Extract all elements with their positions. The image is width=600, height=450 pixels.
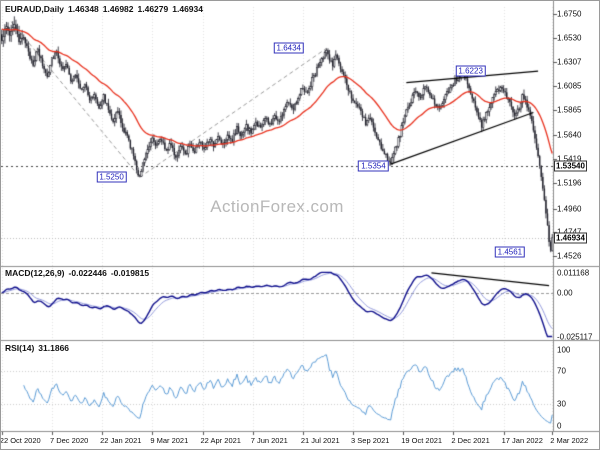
price-axis-label: 1.5196: [557, 178, 582, 188]
macd-axis-zero: 0.00: [557, 288, 573, 298]
date-axis-label: 9 Mar 2021: [150, 436, 189, 445]
date-axis-label: 7 Jun 2021: [250, 436, 288, 445]
swing-price-label: 1.5250: [96, 171, 127, 183]
rsi-axis-label: 70: [557, 366, 566, 376]
swing-price-label: 1.6223: [455, 65, 486, 77]
date-axis-label: 17 Jan 2022: [501, 436, 543, 445]
rsi-axis-label: 30: [557, 399, 566, 409]
macd-axis-min: -0.025117: [557, 332, 593, 342]
low-value: 1.46279: [137, 4, 169, 14]
open-value: 1.46348: [68, 4, 99, 14]
rsi-axis-label: 0: [557, 421, 562, 431]
rsi-axis-label: 100: [557, 345, 571, 355]
swing-price-label: 1.5354: [358, 160, 389, 172]
rsi-name: RSI(14): [5, 343, 35, 353]
date-axis-label: 22 Oct 2020: [0, 436, 41, 445]
swing-price-label: 1.6434: [273, 42, 304, 54]
macd-value: -0.022446: [68, 268, 107, 278]
price-axis-label: 1.6750: [557, 9, 582, 19]
price-axis-label: 1.6307: [557, 57, 582, 67]
price-axis-label: 1.4747: [557, 227, 581, 236]
rsi-indicator-label: RSI(14) 31.1866: [5, 343, 73, 353]
price-axis-label: 1.6085: [557, 81, 582, 91]
date-axis-label: 3 Sep 2021: [351, 436, 390, 445]
price-axis-label: 1.4526: [557, 251, 582, 261]
date-axis-label: 7 Dec 2020: [49, 436, 89, 445]
chart-header: EURAUD,Daily 1.46348 1.46982 1.46279 1.46934: [5, 4, 207, 14]
date-axis-label: 2 Dec 2021: [451, 436, 490, 445]
rsi-value: 31.1866: [38, 343, 70, 353]
macd-name: MACD(12,26,9): [5, 268, 65, 278]
level-price-tag: 1.53540: [554, 160, 587, 172]
date-axis-label: 2 Mar 2022: [550, 436, 589, 445]
symbol-period-label: EURAUD,Daily: [5, 4, 65, 14]
date-axis-label: 22 Apr 2021: [200, 436, 241, 445]
date-axis-label: 19 Oct 2021: [401, 436, 443, 445]
price-axis-label: 1.4960: [557, 204, 582, 214]
price-axis-label: 1.6530: [557, 33, 582, 43]
price-axis-label: 1.5640: [557, 130, 582, 140]
swing-price-label: 1.4561: [494, 246, 526, 258]
macd-signal-value: -0.019815: [110, 268, 150, 278]
date-axis-label: 22 Jan 2021: [100, 436, 142, 445]
high-value: 1.46982: [102, 4, 134, 14]
date-axis-label: 21 Jul 2021: [300, 436, 340, 445]
close-value: 1.46934: [172, 4, 203, 14]
macd-indicator-label: MACD(12,26,9) -0.022446 -0.019815: [5, 268, 153, 278]
macd-axis-max: 0.011168: [557, 268, 590, 278]
price-axis-label: 1.5419: [557, 154, 582, 164]
price-axis-label: 1.5865: [557, 105, 582, 115]
current-price-tag: 1.46934: [554, 232, 587, 244]
